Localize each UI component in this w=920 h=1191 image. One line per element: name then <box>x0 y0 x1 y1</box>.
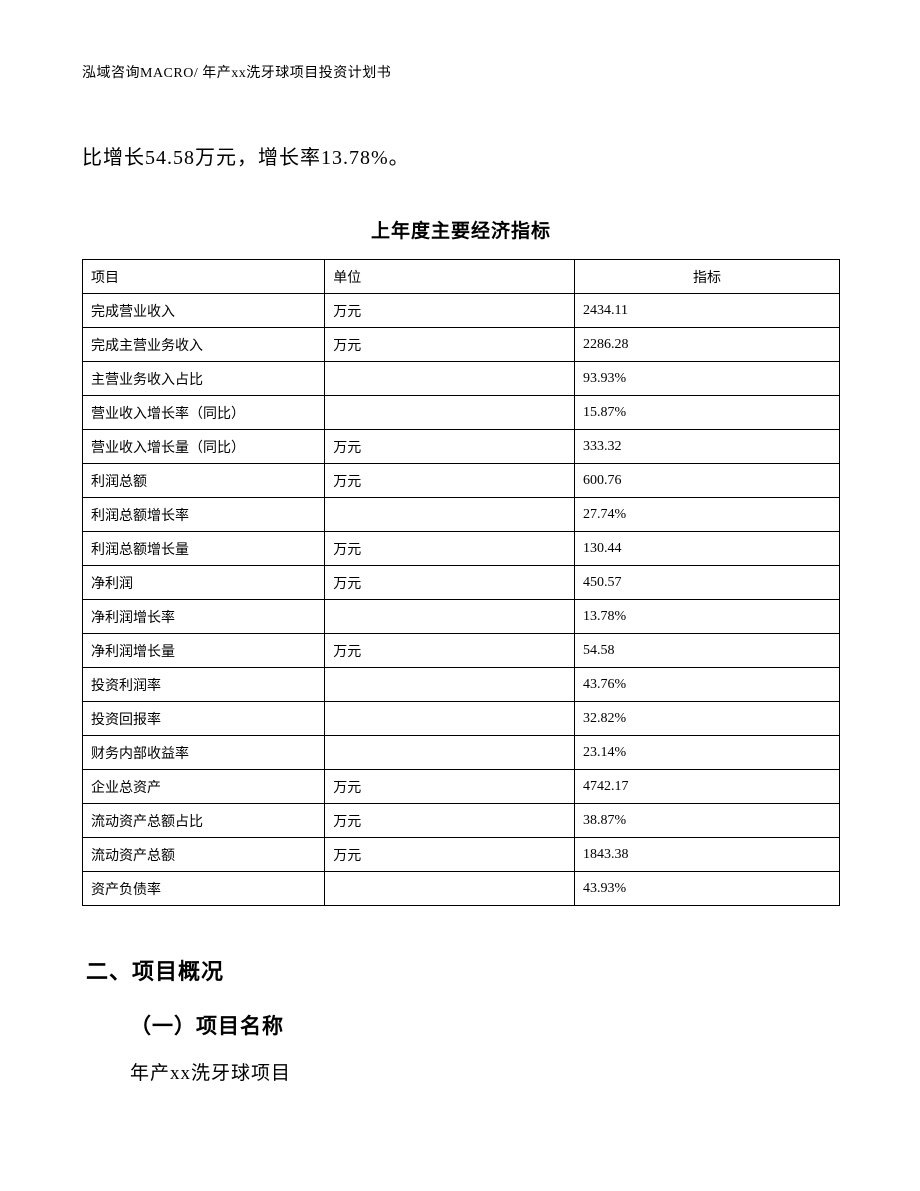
table-cell: 2286.28 <box>575 328 840 362</box>
table-row: 主营业务收入占比 93.93% <box>83 362 840 396</box>
body-text-line: 比增长54.58万元，增长率13.78%。 <box>82 142 840 174</box>
table-row: 利润总额增长量万元130.44 <box>83 532 840 566</box>
subsection-heading: （一）项目名称 <box>82 1010 840 1040</box>
subsection-body: 年产xx洗牙球项目 <box>82 1058 840 1085</box>
table-cell <box>325 668 575 702</box>
table-cell <box>325 702 575 736</box>
table-cell: 万元 <box>325 532 575 566</box>
table-row: 营业收入增长率（同比） 15.87% <box>83 396 840 430</box>
table-row: 流动资产总额万元1843.38 <box>83 838 840 872</box>
table-row: 完成营业收入万元2434.11 <box>83 294 840 328</box>
table-row: 净利润万元450.57 <box>83 566 840 600</box>
table-cell: 投资利润率 <box>83 668 325 702</box>
table-cell: 38.87% <box>575 804 840 838</box>
table-row: 企业总资产万元4742.17 <box>83 770 840 804</box>
table-cell: 54.58 <box>575 634 840 668</box>
table-row: 财务内部收益率 23.14% <box>83 736 840 770</box>
table-row: 利润总额增长率 27.74% <box>83 498 840 532</box>
table-cell: 营业收入增长量（同比） <box>83 430 325 464</box>
table-row: 净利润增长率 13.78% <box>83 600 840 634</box>
table-cell <box>325 872 575 906</box>
table-cell: 利润总额增长量 <box>83 532 325 566</box>
table-cell: 万元 <box>325 838 575 872</box>
section-heading: 二、项目概况 <box>82 954 840 986</box>
table-cell: 15.87% <box>575 396 840 430</box>
table-cell: 利润总额 <box>83 464 325 498</box>
table-cell: 27.74% <box>575 498 840 532</box>
table-cell: 净利润 <box>83 566 325 600</box>
table-cell: 32.82% <box>575 702 840 736</box>
page-header: 泓域咨询MACRO/ 年产xx洗牙球项目投资计划书 <box>82 62 840 82</box>
table-cell <box>325 736 575 770</box>
table-cell: 主营业务收入占比 <box>83 362 325 396</box>
table-cell <box>325 362 575 396</box>
table-cell <box>325 498 575 532</box>
table-cell: 333.32 <box>575 430 840 464</box>
table-cell: 投资回报率 <box>83 702 325 736</box>
table-cell: 2434.11 <box>575 294 840 328</box>
table-row: 利润总额万元600.76 <box>83 464 840 498</box>
table-cell <box>325 600 575 634</box>
table-row: 流动资产总额占比万元38.87% <box>83 804 840 838</box>
table-cell: 财务内部收益率 <box>83 736 325 770</box>
table-header-cell: 单位 <box>325 260 575 294</box>
table-title: 上年度主要经济指标 <box>82 216 840 243</box>
table-cell: 营业收入增长率（同比） <box>83 396 325 430</box>
table-cell: 600.76 <box>575 464 840 498</box>
table-cell: 450.57 <box>575 566 840 600</box>
table-cell: 企业总资产 <box>83 770 325 804</box>
table-row: 营业收入增长量（同比）万元333.32 <box>83 430 840 464</box>
table-row: 净利润增长量万元54.58 <box>83 634 840 668</box>
table-cell: 13.78% <box>575 600 840 634</box>
table-cell: 万元 <box>325 566 575 600</box>
table-cell: 完成主营业务收入 <box>83 328 325 362</box>
table-cell: 万元 <box>325 430 575 464</box>
table-cell <box>325 396 575 430</box>
table-cell: 130.44 <box>575 532 840 566</box>
table-cell: 资产负债率 <box>83 872 325 906</box>
table-row: 资产负债率 43.93% <box>83 872 840 906</box>
table-cell: 93.93% <box>575 362 840 396</box>
table-cell: 流动资产总额占比 <box>83 804 325 838</box>
table-cell: 万元 <box>325 770 575 804</box>
table-cell: 23.14% <box>575 736 840 770</box>
table-cell: 4742.17 <box>575 770 840 804</box>
table-cell: 43.76% <box>575 668 840 702</box>
table-cell: 万元 <box>325 294 575 328</box>
table-header-cell: 项目 <box>83 260 325 294</box>
table-header-cell: 指标 <box>575 260 840 294</box>
table-cell: 流动资产总额 <box>83 838 325 872</box>
economic-indicators-table: 项目 单位 指标 完成营业收入万元2434.11完成主营业务收入万元2286.2… <box>82 259 840 906</box>
table-cell: 万元 <box>325 328 575 362</box>
table-row: 投资回报率 32.82% <box>83 702 840 736</box>
table-cell: 利润总额增长率 <box>83 498 325 532</box>
table-cell: 净利润增长率 <box>83 600 325 634</box>
table-cell: 万元 <box>325 804 575 838</box>
table-cell: 净利润增长量 <box>83 634 325 668</box>
table-cell: 完成营业收入 <box>83 294 325 328</box>
table-cell: 43.93% <box>575 872 840 906</box>
table-cell: 万元 <box>325 634 575 668</box>
table-cell: 万元 <box>325 464 575 498</box>
table-header-row: 项目 单位 指标 <box>83 260 840 294</box>
table-cell: 1843.38 <box>575 838 840 872</box>
table-row: 投资利润率 43.76% <box>83 668 840 702</box>
table-row: 完成主营业务收入万元2286.28 <box>83 328 840 362</box>
